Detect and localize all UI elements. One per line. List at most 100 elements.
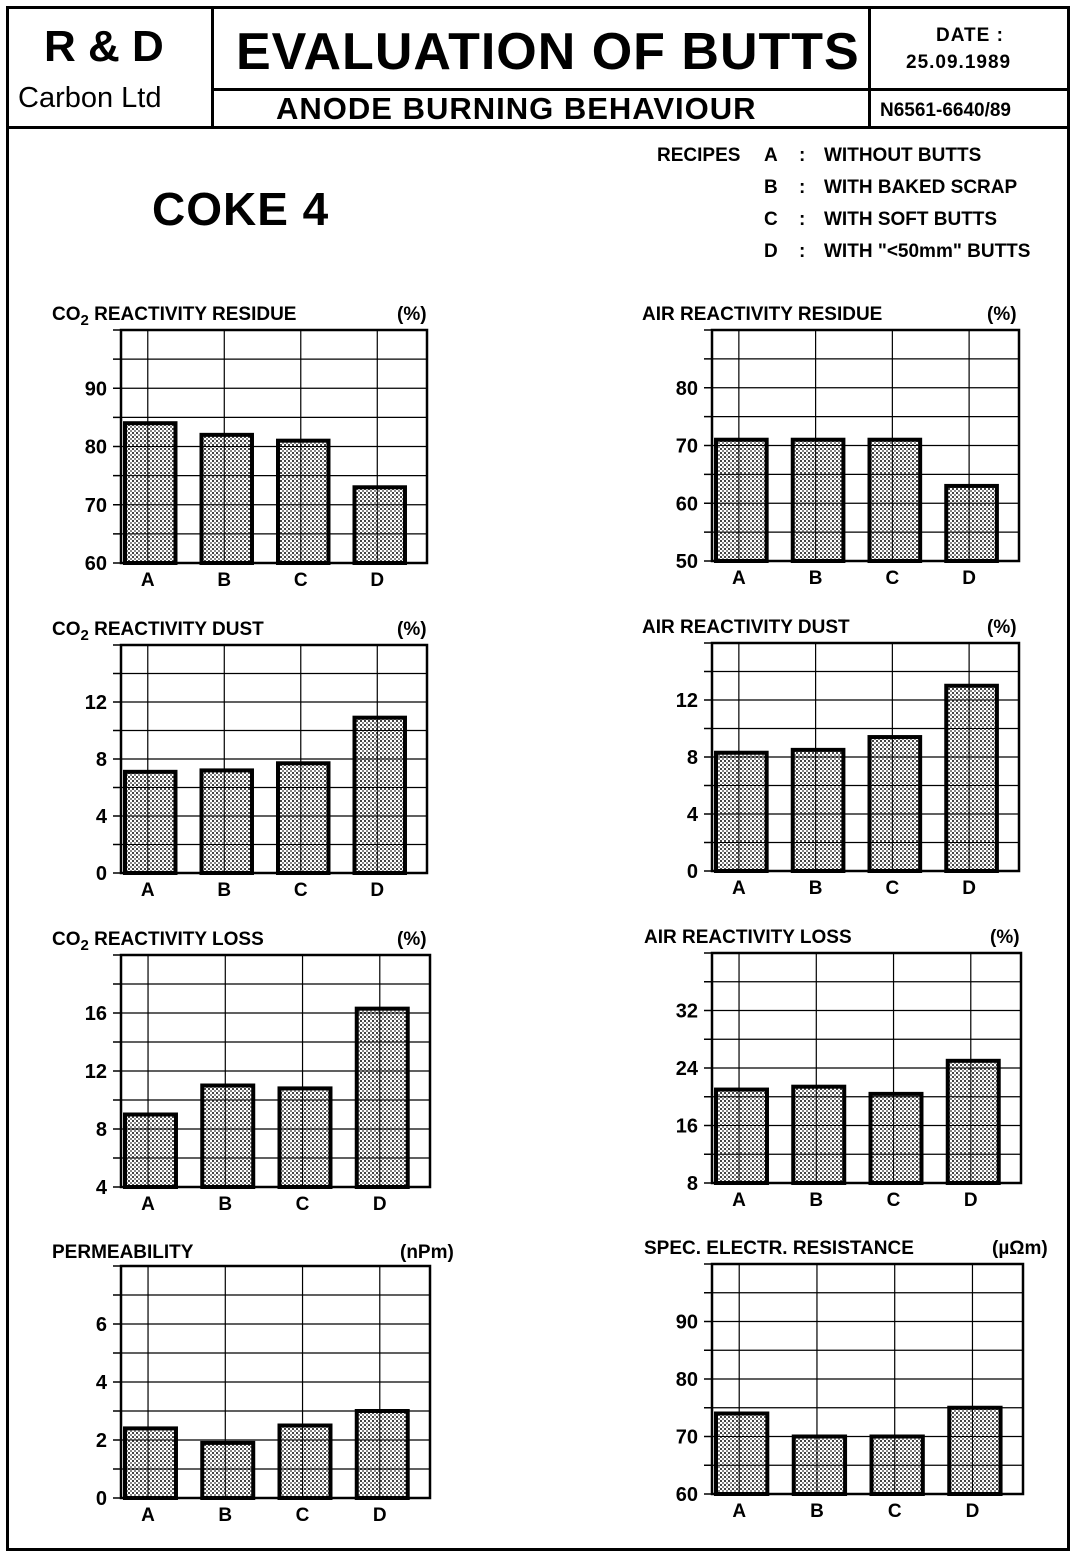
x-tick-label: A <box>141 1194 155 1215</box>
legend-sep-c: : <box>799 209 806 230</box>
x-tick-label: A <box>141 570 155 591</box>
bar-d <box>947 1405 1003 1496</box>
bar-b <box>790 747 846 873</box>
x-tick-label: D <box>966 1501 980 1522</box>
bar-c <box>277 1423 333 1500</box>
y-tick-label: 16 <box>676 1116 698 1138</box>
header-divider-right <box>868 6 871 128</box>
y-tick-label: 60 <box>85 553 107 575</box>
y-tick-label: 90 <box>676 1312 698 1334</box>
legend-key-b: B <box>764 177 778 198</box>
company-subname: Carbon Ltd <box>18 82 162 114</box>
bar-c <box>867 437 923 564</box>
date-label: DATE : <box>936 25 1004 46</box>
header-ref-divider <box>868 88 1070 91</box>
bar-d <box>352 485 407 565</box>
x-tick-label: A <box>141 1505 155 1526</box>
legend-sep-d: : <box>799 241 806 262</box>
bar-a <box>123 769 178 876</box>
y-tick-label: 80 <box>85 437 107 459</box>
x-tick-label: B <box>218 1505 232 1526</box>
y-tick-label: 8 <box>96 749 107 771</box>
chart-1: 60 70 80 90 A B C D CO2 REACTIVITY RESIDUE (%) <box>52 304 429 591</box>
chart-8: 60 70 80 90 A B C D SPEC. ELECTR. RESISTANCE (µΩm… <box>644 1238 1048 1522</box>
x-tick-label: A <box>732 878 746 899</box>
y-tick-label: 60 <box>676 1484 698 1506</box>
y-tick-label: 2 <box>96 1430 107 1452</box>
bar-c <box>276 438 331 565</box>
bar-c <box>277 1086 333 1190</box>
x-tick-label: A <box>732 1190 746 1211</box>
chart-title: AIR REACTIVITY LOSS <box>644 927 852 948</box>
y-tick-label: 70 <box>85 495 107 517</box>
legend-key-c: C <box>764 209 778 230</box>
y-tick-label: 0 <box>96 863 107 885</box>
chart-unit: (µΩm) <box>992 1238 1048 1259</box>
x-tick-label: B <box>218 1194 232 1215</box>
x-tick-label: C <box>296 1505 310 1526</box>
y-tick-label: 60 <box>676 493 698 515</box>
y-tick-label: 50 <box>676 551 698 573</box>
chart-unit: (%) <box>397 304 427 325</box>
y-tick-label: 12 <box>85 1061 107 1083</box>
chart-title: SPEC. ELECTR. RESISTANCE <box>644 1238 914 1259</box>
chart-title: PERMEABILITY <box>52 1242 194 1263</box>
chart-title: CO2 REACTIVITY RESIDUE <box>52 304 296 329</box>
x-tick-label: C <box>296 1194 310 1215</box>
y-tick-label: 12 <box>85 692 107 714</box>
bar-a <box>123 1112 178 1189</box>
bar-c <box>868 1091 924 1185</box>
page-title: EVALUATION OF BUTTS <box>236 23 860 81</box>
x-tick-label: D <box>962 878 976 899</box>
y-tick-label: 32 <box>676 1001 698 1023</box>
bar-b <box>200 1083 256 1189</box>
bar-b <box>199 432 254 565</box>
chart-unit: (%) <box>397 619 427 640</box>
bar-a <box>714 750 769 873</box>
chart-7: 0 2 4 6 A B C D PERMEABILITY (nPm) <box>52 1242 454 1526</box>
legend-text-b: WITH BAKED SCRAP <box>824 177 1018 198</box>
chart-title: CO2 REACTIVITY LOSS <box>52 929 264 954</box>
x-tick-label: D <box>370 570 384 591</box>
y-tick-label: 24 <box>676 1058 699 1080</box>
y-tick-label: 0 <box>96 1488 107 1510</box>
header-divider-left <box>211 6 214 128</box>
x-tick-label: B <box>809 1190 823 1211</box>
x-tick-label: C <box>885 568 899 589</box>
chart-4: 0 4 8 12 A B C D AIR REACTIVITY DUST (%) <box>642 617 1021 899</box>
x-tick-label: C <box>294 880 308 901</box>
chart-2: 50 60 70 80 A B C D AIR REACTIVITY RESIDUE (%) <box>642 304 1021 589</box>
reference-number: N6561-6640/89 <box>880 100 1011 121</box>
x-tick-label: B <box>809 878 823 899</box>
bar-a <box>123 1426 178 1501</box>
y-tick-label: 70 <box>676 1427 698 1449</box>
y-tick-label: 80 <box>676 1369 698 1391</box>
chart-3: 0 4 8 12 A B C D CO2 REACTIVITY DUST (%) <box>52 619 429 901</box>
x-tick-label: A <box>732 568 746 589</box>
header-bottom-border <box>6 126 1070 129</box>
chart-5: 4 8 12 16 A B C D CO2 REACTIVITY LOSS (%) <box>52 929 432 1215</box>
x-tick-label: B <box>809 568 823 589</box>
bar-d <box>354 1409 410 1500</box>
x-tick-label: D <box>962 568 976 589</box>
y-tick-label: 70 <box>676 436 698 458</box>
company-name: R & D <box>44 22 164 71</box>
bar-a <box>714 437 769 564</box>
x-tick-label: D <box>373 1505 387 1526</box>
chart-6: 8 16 24 32 A B C D AIR REACTIVITY LOSS (%) <box>644 927 1023 1211</box>
x-tick-label: D <box>370 880 384 901</box>
x-tick-label: B <box>217 570 231 591</box>
y-tick-label: 16 <box>85 1003 107 1025</box>
x-tick-label: A <box>141 880 155 901</box>
bar-d <box>944 683 999 873</box>
bar-d <box>944 483 999 563</box>
legend-key-d: D <box>764 241 778 262</box>
legend-sep-b: : <box>799 177 806 198</box>
bar-a <box>714 1087 769 1185</box>
legend-sep-a: : <box>799 145 806 166</box>
legend-text-d: WITH "<50mm" BUTTS <box>824 241 1031 262</box>
y-tick-label: 4 <box>687 804 699 826</box>
chart-title: AIR REACTIVITY RESIDUE <box>642 304 882 325</box>
y-tick-label: 0 <box>687 861 698 883</box>
